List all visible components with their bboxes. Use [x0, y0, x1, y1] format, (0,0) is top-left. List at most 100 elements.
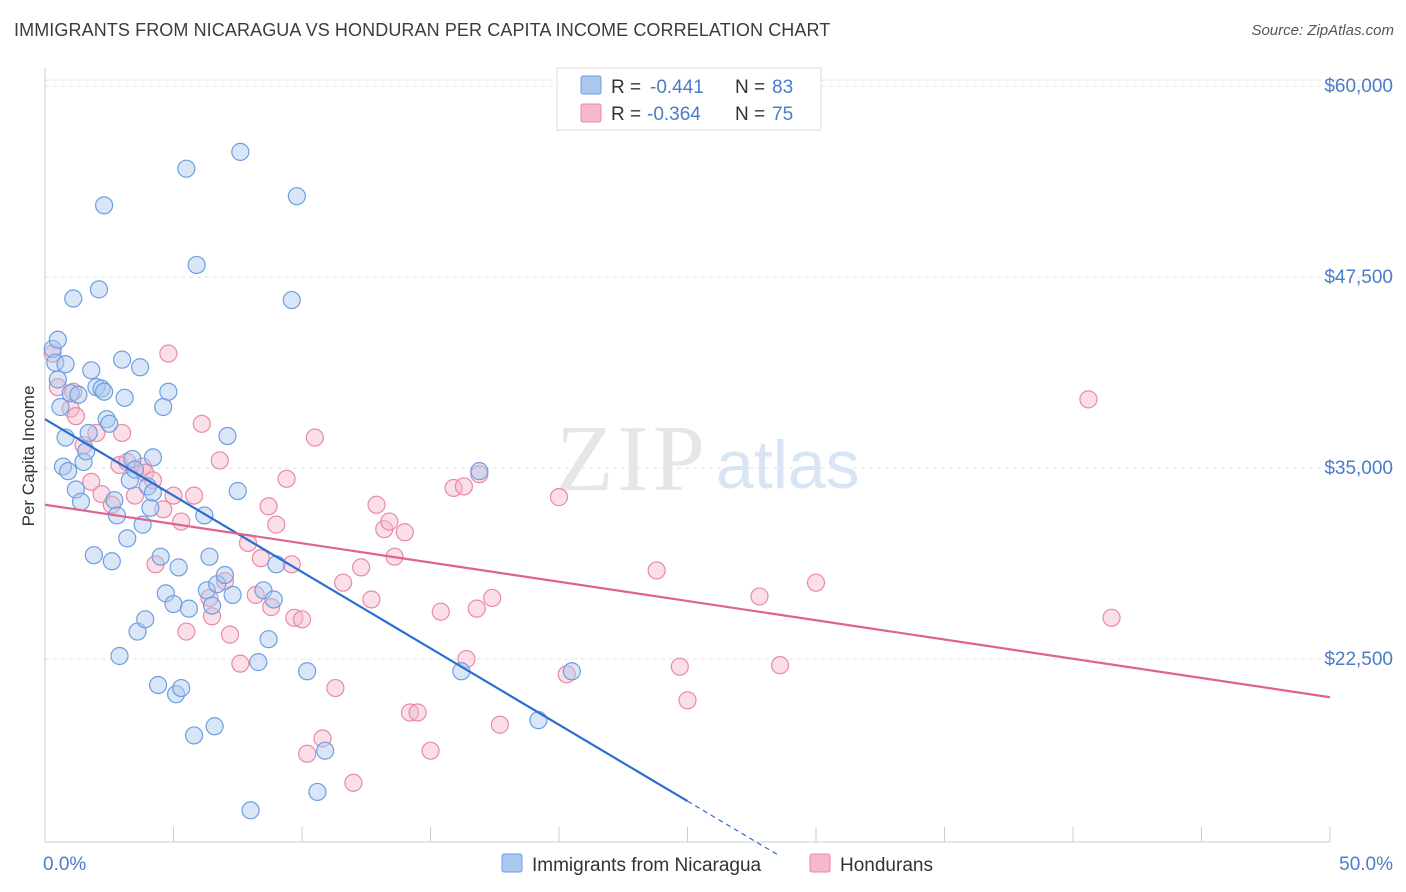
legend-r-label: R =: [611, 104, 641, 125]
nicaragua-point: [123, 449, 142, 469]
legend-n-label: N =: [735, 77, 765, 98]
honduran-point: [750, 587, 769, 606]
nicaragua-point: [143, 448, 163, 467]
honduran-point: [259, 497, 278, 516]
legend-swatch-nicaragua: [501, 853, 523, 873]
honduran-point: [362, 590, 381, 609]
nicaragua-point: [82, 361, 101, 380]
nicaragua-point: [71, 492, 91, 511]
hondurans-trend-line: [44, 503, 1331, 699]
nicaragua-point: [136, 610, 155, 629]
legend-swatch-hondurans: [580, 103, 602, 123]
nicaragua-point: [112, 350, 132, 369]
nicaragua-point: [218, 426, 237, 446]
honduran-point: [352, 558, 371, 577]
honduran-point: [408, 703, 427, 722]
correlation-legend: R = -0.441 N = 83 R = -0.364 N = 75: [556, 67, 822, 131]
honduran-point: [298, 744, 317, 763]
watermark: ZIP atlas: [556, 407, 860, 511]
axes: [44, 68, 1331, 843]
nicaragua-point: [118, 529, 137, 548]
honduran-point: [112, 423, 132, 443]
nicaragua-point: [148, 675, 168, 695]
honduran-point: [431, 602, 450, 621]
nicaragua-point: [79, 423, 98, 443]
series-legend: Immigrants from Nicaragua Hondurans: [501, 853, 933, 876]
nicaragua-point: [164, 594, 183, 614]
nicaragua-point: [169, 558, 188, 577]
nicaragua-point: [223, 585, 242, 604]
honduran-point: [177, 622, 196, 641]
y-tick-label: $47,500: [1324, 267, 1393, 288]
honduran-point: [285, 608, 304, 627]
honduran-point: [305, 428, 324, 447]
nicaragua-point: [61, 384, 80, 403]
legend-r-value: -0.441: [650, 77, 704, 98]
nicaragua-point: [125, 460, 145, 479]
honduran-point: [395, 523, 414, 542]
honduran-point: [292, 610, 312, 629]
honduran-point: [1102, 608, 1121, 627]
nicaragua-point: [267, 555, 286, 574]
honduran-point: [159, 344, 178, 363]
honduran-point: [670, 657, 689, 676]
nicaragua-point: [264, 590, 283, 609]
honduran-point: [647, 561, 666, 580]
nicaragua-point: [177, 159, 196, 178]
watermark-zip: ZIP: [556, 407, 709, 511]
nicaragua-point: [43, 339, 62, 359]
nicaragua-trend-line: [44, 418, 689, 803]
honduran-point: [82, 472, 101, 491]
source-credit: Source: ZipAtlas.com: [1251, 22, 1394, 39]
nicaragua-point: [215, 565, 234, 585]
y-tick-labels: $22,500 $35,000 $47,500 $60,000: [1324, 76, 1393, 670]
nicaragua-point: [95, 196, 114, 215]
honduran-point: [192, 414, 211, 433]
legend-n-value: 83: [772, 77, 793, 98]
honduran-point: [202, 607, 222, 626]
x-tick-label: 0.0%: [43, 854, 86, 875]
honduran-point: [184, 486, 204, 505]
nicaragua-point: [529, 711, 548, 730]
nicaragua-point: [159, 382, 178, 401]
honduran-point: [220, 625, 240, 644]
honduran-point: [770, 656, 790, 675]
honduran-point: [344, 773, 363, 792]
nicaragua-point: [120, 471, 139, 490]
nicaragua-point: [231, 142, 250, 161]
grid-lines: [45, 79, 1394, 660]
nicaragua-point: [77, 442, 96, 461]
chart-title: IMMIGRANTS FROM NICARAGUA VS HONDURAN PE…: [14, 20, 831, 40]
honduran-point: [66, 407, 85, 426]
legend-swatch-hondurans: [809, 853, 831, 873]
honduran-point: [251, 549, 270, 568]
nicaragua-point: [184, 726, 204, 745]
nicaragua-point: [130, 358, 150, 377]
legend-n-label: N =: [735, 104, 765, 125]
nicaragua-point: [102, 552, 121, 571]
nicaragua-point: [316, 741, 335, 760]
nicaragua-point: [241, 801, 260, 820]
honduran-point: [172, 512, 191, 531]
honduran-point: [454, 477, 474, 496]
nicaragua-point: [298, 662, 317, 681]
nicaragua-point: [69, 385, 88, 404]
legend-label-hondurans: Hondurans: [840, 855, 933, 876]
nicaragua-point: [179, 599, 199, 618]
nicaragua-point: [48, 330, 67, 349]
honduran-point: [1079, 390, 1098, 409]
honduran-point: [380, 512, 399, 531]
honduran-point: [467, 599, 486, 618]
honduran-point: [87, 423, 106, 443]
nicaragua-point: [172, 678, 191, 698]
honduran-point: [400, 703, 420, 722]
y-tick-label: $35,000: [1324, 458, 1393, 479]
nicaragua-point: [200, 547, 219, 566]
nicaragua-point: [259, 630, 278, 649]
nicaragua-point: [141, 498, 160, 517]
nicaragua-trend-extension: [687, 800, 778, 856]
legend-swatch-nicaragua: [580, 75, 602, 95]
nicaragua-point: [64, 289, 83, 308]
nicaragua-point: [115, 388, 134, 407]
nicaragua-point: [208, 575, 227, 594]
